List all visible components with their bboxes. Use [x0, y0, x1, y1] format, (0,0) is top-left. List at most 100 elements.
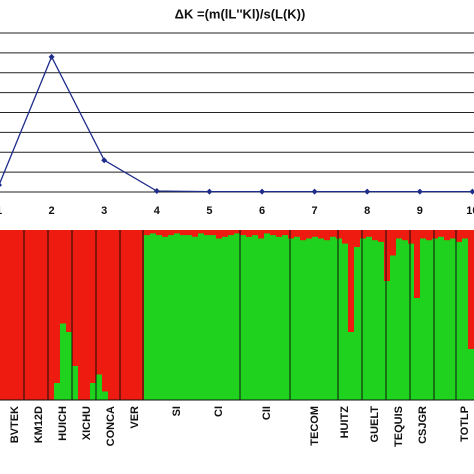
bar-segment: [336, 230, 343, 239]
x-tick-label: 10: [466, 205, 474, 217]
bar-segment: [462, 230, 469, 239]
bar-segment: [378, 230, 385, 242]
bar-segment: [306, 238, 313, 400]
bar-segment: [456, 241, 463, 400]
bar-segment: [144, 235, 151, 400]
bar-segment: [372, 240, 379, 400]
bar-segment: [294, 230, 301, 237]
bar-segment: [162, 236, 169, 400]
bar-segment: [366, 230, 373, 237]
bar-segment: [420, 238, 427, 400]
bar-segment: [210, 230, 217, 236]
bar-segment: [42, 230, 49, 400]
x-tick-label: HUICH: [57, 406, 69, 441]
bar-segment: [186, 235, 193, 400]
bar-segment: [366, 236, 373, 400]
bar-segment: [150, 233, 157, 400]
bar-segment: [336, 238, 343, 400]
bar-segment: [312, 230, 319, 237]
bar-segment: [282, 235, 289, 400]
bar-segment: [72, 366, 79, 400]
bar-segment: [156, 230, 163, 236]
bar-segment: [228, 230, 235, 236]
x-tick-label: BVTEK: [9, 406, 21, 443]
bar-segment: [420, 230, 427, 239]
bar-segment: [24, 230, 31, 400]
bar-segment: [258, 230, 265, 239]
bar-segment: [264, 230, 271, 234]
bar-segment: [354, 247, 361, 400]
bar-segment: [402, 230, 409, 241]
data-point: [206, 188, 213, 195]
bar-segment: [342, 230, 349, 244]
bar-segment: [360, 238, 367, 400]
bar-segment: [456, 230, 463, 242]
bar-segment: [450, 238, 457, 400]
data-point: [311, 188, 318, 195]
bar-segment: [348, 230, 355, 332]
bar-segment: [390, 230, 397, 256]
chart-title: ΔK =(m(lL''Kl)/s(L(K)): [175, 6, 306, 21]
data-point: [469, 188, 474, 195]
bar-segment: [150, 230, 157, 234]
bar-segment: [180, 235, 187, 400]
x-tick-label: 5: [206, 205, 212, 217]
bar-segment: [204, 235, 211, 400]
bar-segment: [216, 230, 223, 239]
bar-segment: [54, 230, 61, 383]
bar-segment: [222, 230, 229, 237]
bar-segment: [390, 255, 397, 400]
bar-segment: [96, 230, 103, 375]
bar-segment: [252, 230, 259, 236]
bar-segment: [324, 240, 331, 400]
bar-segment: [276, 236, 283, 400]
bar-segment: [60, 230, 67, 324]
bar-segment: [180, 230, 187, 236]
bar-segment: [210, 235, 217, 400]
bar-segment: [354, 230, 361, 247]
data-point: [259, 188, 265, 195]
bar-segment: [192, 230, 199, 237]
bar-segment: [102, 391, 109, 400]
bar-segment: [450, 230, 457, 239]
x-tick-label: 6: [259, 205, 265, 217]
bar-segment: [186, 230, 193, 236]
bar-segment: [270, 230, 277, 236]
bar-segment: [444, 240, 451, 400]
bar-segment: [204, 230, 211, 236]
x-tick-label: 3: [101, 205, 107, 217]
x-tick-label: 2: [49, 205, 55, 217]
bar-segment: [408, 243, 415, 400]
bar-segment: [0, 230, 7, 400]
bar-segment: [426, 240, 433, 400]
bar-segment: [174, 233, 181, 400]
x-tick-label: 1: [0, 205, 2, 217]
bar-segment: [246, 230, 253, 237]
bar-segment: [300, 230, 307, 241]
bar-segment: [306, 230, 313, 239]
bar-segment: [102, 230, 109, 392]
x-tick-label: XICHU: [81, 406, 93, 440]
bar-segment: [330, 236, 337, 400]
bar-segment: [330, 230, 337, 237]
bar-segment: [438, 236, 445, 400]
bar-segment: [426, 230, 433, 241]
data-line: [0, 55, 473, 193]
bar-segment: [462, 238, 469, 400]
x-tick-label: CONCA: [105, 406, 117, 446]
bar-segment: [318, 238, 325, 400]
x-tick-label: CI: [213, 406, 225, 417]
data-point: [364, 188, 371, 195]
bar-segment: [252, 235, 259, 400]
bar-segment: [138, 230, 145, 400]
bar-segment: [468, 230, 474, 349]
bar-segment: [384, 281, 391, 400]
bar-segment: [432, 230, 439, 239]
x-tick-label: HUITZ: [339, 406, 351, 439]
bar-segment: [360, 230, 367, 239]
x-tick-label: TECOM: [309, 406, 321, 446]
bar-segment: [108, 230, 115, 400]
bar-segment: [276, 230, 283, 237]
bar-segment: [258, 238, 265, 400]
bar-segment: [198, 233, 205, 400]
